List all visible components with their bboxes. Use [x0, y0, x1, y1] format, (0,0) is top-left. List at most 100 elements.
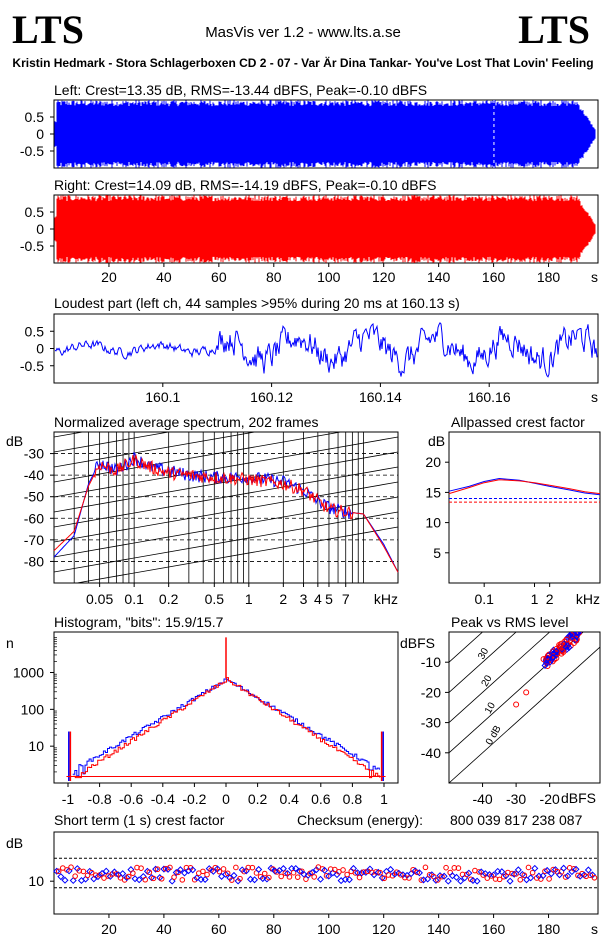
left-crest-point [226, 874, 234, 882]
x-unit-label: kHz [374, 591, 398, 607]
left-crest-point [457, 877, 465, 885]
right-crest-point [55, 868, 62, 875]
left-crest-point [370, 871, 378, 879]
right-crest-point [88, 869, 95, 876]
left-crest-point [321, 866, 329, 874]
x-tick-label: 5 [325, 591, 333, 607]
x-tick-label: 0.2 [248, 791, 268, 807]
x-tick-label: 1 [380, 791, 388, 807]
x-tick-label: -0.4 [151, 791, 175, 807]
left-spectrum-line [53, 451, 399, 573]
allpassed-crest-panel: Allpassed crest factor dB 20 15 10 5 0.1 1 2 kH… [425, 414, 601, 607]
right-crest-point [587, 872, 594, 878]
left-crest-point [180, 869, 189, 877]
crest-diagonal [449, 632, 551, 724]
y-tick-label: 0 [36, 341, 44, 357]
y-tick-label: 20 [425, 454, 441, 470]
left-crest-point [588, 871, 597, 879]
left-crest-point [568, 868, 576, 876]
x-unit-label: s [591, 389, 598, 405]
right-crest-point [430, 873, 437, 880]
left-crest-point [312, 866, 320, 874]
right-crest-point [418, 877, 425, 883]
x-tick-label: 0 [222, 791, 230, 807]
right-crest-point [406, 875, 412, 881]
x-tick-label: -0.8 [88, 791, 112, 807]
slope-line [54, 432, 171, 453]
left-point [560, 640, 568, 648]
left-crest-point [494, 867, 502, 875]
x-tick-label: -0.6 [119, 791, 143, 807]
right-point [549, 658, 556, 665]
right-crest-point [261, 870, 268, 877]
slope-line [54, 481, 398, 543]
left-crest-point [316, 875, 325, 883]
left-waveform-panel: Left: Crest=13.35 dB, RMS=-13.44 dBFS, P… [20, 82, 599, 169]
slope-line [54, 432, 343, 483]
x-tick-label: 120 [372, 921, 396, 937]
left-crest-point [234, 877, 242, 885]
left-crest-point [510, 870, 518, 878]
left-crest-point [263, 875, 271, 883]
y-tick-label: -20 [421, 684, 441, 700]
track-title: Kristin Hedmark - Stora Schlagerboxen CD… [12, 56, 594, 70]
right-crest-point [525, 864, 532, 871]
left-crest-point [61, 876, 69, 884]
right-crest-point [171, 874, 177, 880]
x-tick-label: 140 [427, 921, 451, 937]
y-tick-label: -10 [421, 654, 441, 670]
right-crest-point [591, 874, 598, 881]
right-crest-point [397, 872, 404, 878]
right-crest-point [146, 869, 153, 875]
right-crest-point [241, 868, 247, 875]
x-tick-label: 4 [314, 591, 322, 607]
x-tick-label: 60 [211, 269, 227, 285]
x-tick-label: 20 [101, 269, 117, 285]
left-point [571, 636, 579, 644]
crest-diagonal [449, 632, 517, 693]
right-point [559, 647, 566, 654]
left-crest-point [349, 864, 358, 872]
right-crest-point [72, 873, 78, 879]
right-crest-point [167, 864, 173, 871]
y-tick-label: 0 [36, 221, 44, 237]
app-title: MasVis ver 1.2 - www.lts.a.se [205, 24, 401, 41]
left-point [572, 633, 581, 641]
crest-diagonal [449, 646, 600, 783]
right-crest-point [154, 866, 161, 873]
crest-line-label: 0 dB [484, 724, 504, 748]
right-crest-point [204, 871, 210, 878]
right-point [573, 636, 580, 643]
right-crest-point [344, 871, 350, 878]
right-waveform-title: Right: Crest=14.09 dB, RMS=-14.19 dBFS, … [54, 177, 436, 193]
y-tick-label: 0.5 [25, 109, 45, 125]
y-tick-label: -60 [24, 510, 44, 526]
peak-rms-xlabel: dBFS [561, 790, 596, 806]
left-crest-point [543, 866, 551, 874]
left-crest-point [551, 866, 559, 874]
short-term-crest-ylabel: dB [6, 835, 23, 851]
y-tick-label: -40 [24, 467, 44, 483]
right-crest-point [80, 868, 87, 875]
right-crest-point [158, 875, 165, 882]
right-crest-point [307, 870, 313, 877]
x-tick-label: 160 [482, 269, 506, 285]
right-crest-point [150, 875, 157, 882]
slope-line [54, 362, 398, 422]
x-unit-label: s [591, 921, 598, 937]
x-tick-label: -30 [506, 791, 526, 807]
histogram-title: Histogram, "bits": 15.9/15.7 [54, 614, 224, 630]
right-point [556, 643, 563, 650]
left-crest-point [73, 865, 81, 873]
right-crest-point [278, 873, 285, 880]
left-crest-point [94, 873, 102, 881]
right-point [570, 640, 577, 647]
right-crest-point [117, 874, 124, 881]
x-tick-label: 1 [531, 591, 539, 607]
left-crest-point [69, 876, 77, 885]
y-tick-label: 1000 [13, 665, 44, 681]
lts-logo-right: LTS [518, 7, 590, 52]
slope-line [74, 526, 398, 583]
left-crest-point [555, 871, 564, 879]
right-crest-point [84, 872, 91, 879]
